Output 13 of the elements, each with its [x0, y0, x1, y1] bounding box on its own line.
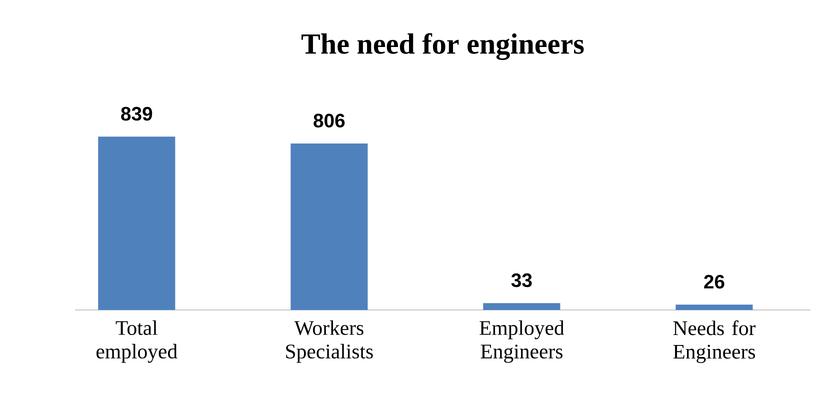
data-label: 839 [121, 106, 152, 121]
x-tick-label: Employed Engineers [480, 320, 564, 363]
data-label: 33 [511, 273, 532, 288]
x-tick-label: Workers Specialists [286, 320, 373, 363]
x-tick-label: Total employed [96, 320, 178, 363]
bar [676, 304, 753, 310]
data-label: 26 [704, 274, 724, 289]
data-label: 806 [314, 114, 345, 128]
bar [98, 136, 176, 310]
chart-title: The need for engineers [302, 33, 584, 60]
bar [290, 143, 368, 310]
x-tick-label: Needs for Engineers [673, 320, 756, 364]
bar [483, 303, 560, 310]
